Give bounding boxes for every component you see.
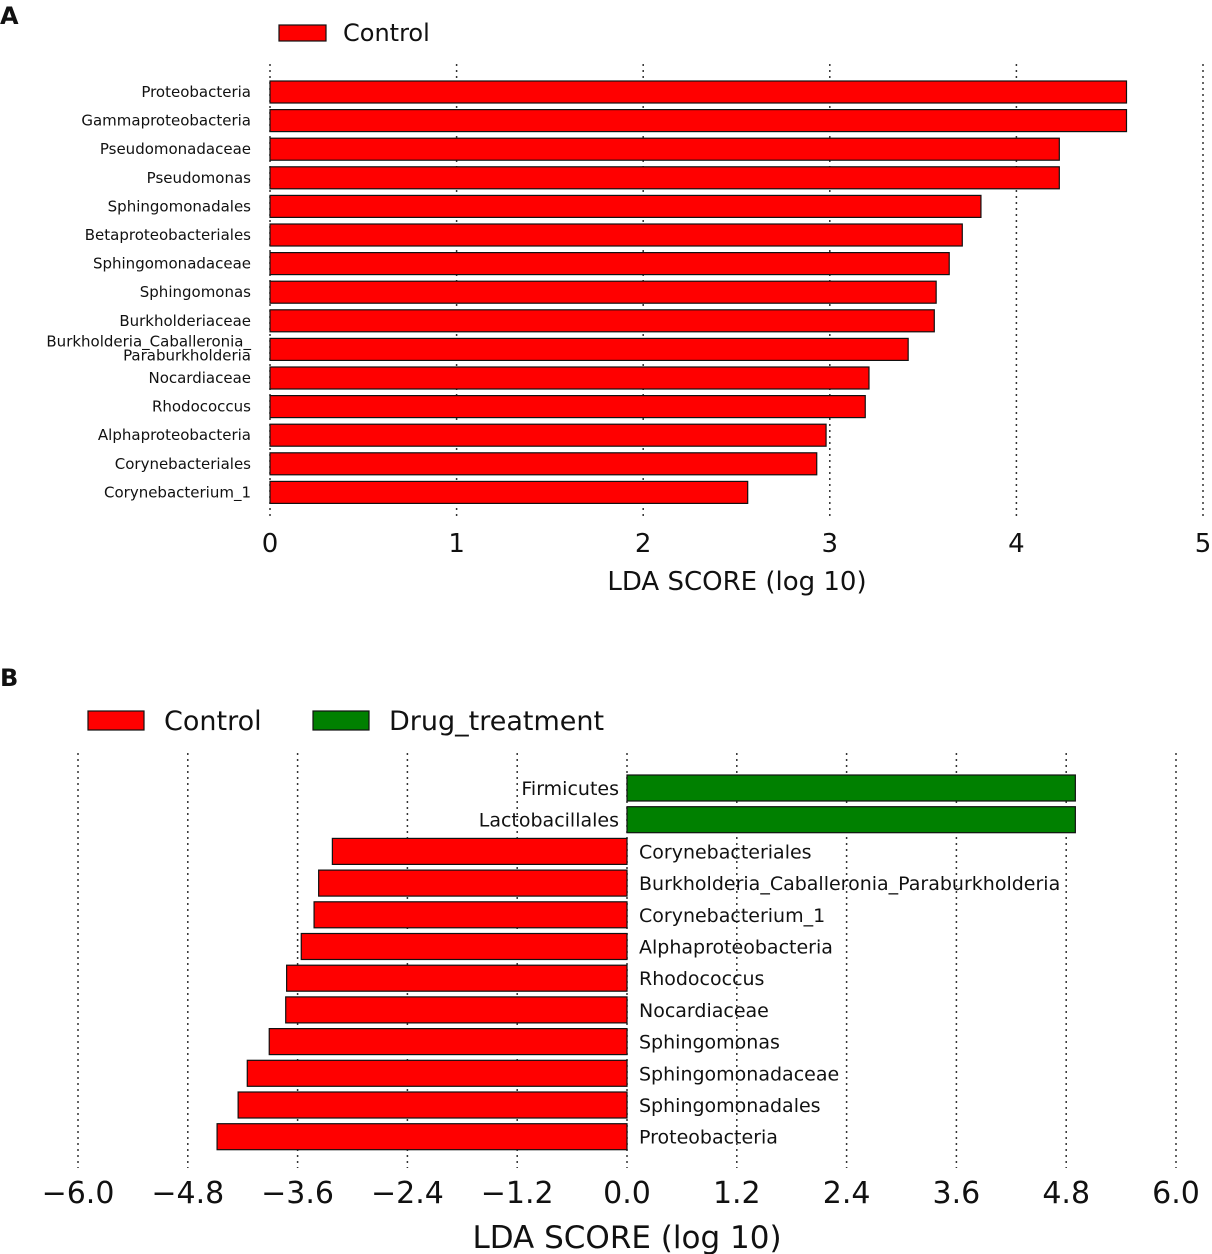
panel-a-letter: A [0,2,19,30]
panel-a-x-tick-label: 2 [635,529,652,559]
panel-a-x-tick-label: 5 [1195,529,1212,559]
panel-b-bar [313,901,628,929]
panel-a-bar [269,166,1060,190]
panel-a-category-label: Proteobacteria [141,83,251,101]
panel-b-category-label: Proteobacteria [639,1127,778,1149]
panel-a-category-label: Rhodococcus [152,398,251,416]
panel-a-bar [269,366,870,390]
panel-b-x-tick-label: −1.2 [481,1176,554,1211]
panel-a-x-tick-label: 0 [262,529,279,559]
panel-b-bar [626,774,1076,802]
panel-a-bar [269,252,950,276]
panel-b-x-tick-label: 0.0 [603,1176,651,1211]
panel-a-legend-swatch-control [278,24,327,42]
panel-b-category-label: Sphingomonas [639,1032,780,1054]
panel-a-chart: Control Proteobacteria Gammaproteobacteri… [46,19,1211,597]
panel-b-bar [626,806,1076,834]
panel-b-category-label: Lactobacillales [479,810,619,832]
panel-a-bar [269,137,1060,161]
panel-a-category-label: Burkholderia_Caballeronia_ Paraburkholder… [46,332,251,364]
panel-b-bar [237,1091,628,1119]
panel-a-category-label: Pseudomonadaceae [100,140,251,158]
panel-b-x-tick-label: 4.8 [1042,1176,1090,1211]
panel-b-bar [268,1027,628,1056]
panel-b-x-tick-label: 2.4 [823,1176,871,1211]
panel-b-x-tick-label: −6.0 [42,1176,115,1211]
panel-a-bar [269,223,963,247]
panel-a-bar [269,423,827,447]
panel-b-category-label: Sphingomonadales [639,1095,821,1117]
panel-b-bar [246,1059,628,1087]
panel-a-x-tick-label: 1 [448,529,465,559]
panel-b-x-tick-label: 6.0 [1152,1176,1200,1211]
panel-a-bar [269,452,818,476]
panel-b-chart: Control Drug_treatment Firmicutes Lactoba… [42,706,1200,1254]
panel-a-category-label: Betaproteobacteriales [85,226,251,244]
panel-a-category-label: Gammaproteobacteria [81,112,251,130]
panel-b-legend-swatch-control [87,710,145,731]
panel-b-x-tick-label: 1.2 [713,1176,761,1211]
panel-a-category-label: Corynebacteriales [115,455,251,473]
panel-a-bar [269,480,749,504]
panel-a-bar [269,337,909,361]
panel-a-bar [269,108,1128,133]
panel-b-category-label: Rhodococcus [639,968,764,990]
panel-b-bar [300,932,628,961]
panel-a-bar [269,309,935,333]
panel-a-category-label: Sphingomonadales [108,197,252,215]
panel-a-category-label: Corynebacterium_1 [104,483,251,502]
panel-b-bar [318,869,628,897]
panel-b-category-label: Sphingomonadaceae [639,1063,839,1085]
panel-a-bar [269,395,866,419]
panel-a-category-label: Alphaproteobacteria [98,426,251,444]
panel-b-category-label: Corynebacterium_1 [639,905,825,927]
panel-b-category-label: Nocardiaceae [639,1000,769,1022]
panel-a-x-axis-title: LDA SCORE (log 10) [607,567,866,597]
panel-b-bar [216,1123,628,1151]
panel-b-category-label: Corynebacteriales [639,841,812,863]
panel-b-bar [285,996,628,1024]
panel-b-category-label: Burkholderia_Caballeronia_Paraburkholder… [639,873,1060,895]
panel-a-bar [269,194,982,218]
panel-b-letter: B [0,664,18,692]
panel-b-x-tick-label: 3.6 [933,1176,981,1211]
panel-b-category-label: Firmicutes [521,778,619,800]
panel-b-bar [286,964,628,992]
panel-a-x-tick-label: 3 [822,529,839,559]
panel-a-legend-label-control: Control [343,19,430,47]
panel-a-bar [269,80,1128,104]
panel-b-bar [331,837,628,866]
panel-b-legend-label-drug-treatment: Drug_treatment [389,706,604,737]
panel-b-x-tick-label: −4.8 [151,1176,224,1211]
panel-a-category-label: Sphingomonadaceae [93,255,251,273]
panel-a-category-label: Nocardiaceae [148,369,251,387]
panel-a-x-tick-label: 4 [1008,529,1025,559]
panel-a-category-label: Sphingomonas [140,283,251,301]
panel-b-legend-swatch-drug-treatment [312,710,370,731]
panel-b-x-axis-title: LDA SCORE (log 10) [472,1220,781,1254]
panel-b-category-label: Alphaproteobacteria [639,937,833,959]
panel-b-x-tick-label: −2.4 [371,1176,444,1211]
panel-a-category-label: Burkholderiaceae [119,312,251,330]
panel-a-bar [269,280,937,304]
panel-b-legend-label-control: Control [164,706,262,737]
panel-a-category-label: Pseudomonas [147,169,252,187]
panel-b-x-tick-label: −3.6 [261,1176,334,1211]
